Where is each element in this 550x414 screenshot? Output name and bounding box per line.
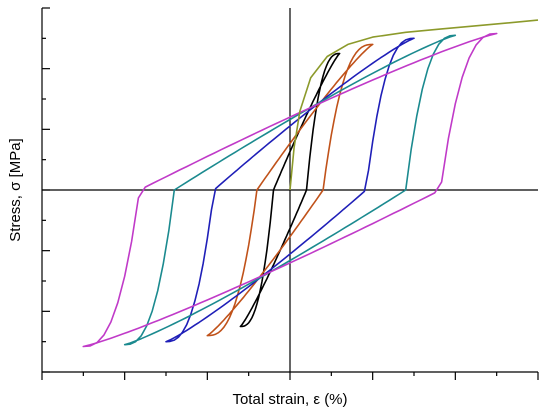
- data-curves: [82, 19, 539, 348]
- hysteresis-loop-1: [239, 52, 341, 328]
- x-axis-label: Total strain, ε (%): [232, 391, 347, 408]
- initial-loading-curve: [289, 19, 539, 191]
- hysteresis-loop-5: [82, 32, 498, 348]
- y-axis-label: Stress, σ [MPa]: [7, 138, 24, 241]
- hysteresis-loop-4: [123, 34, 457, 346]
- hysteresis-loop-2: [206, 43, 374, 337]
- hysteresis-loop-3: [165, 37, 415, 343]
- axis-ticks: [41, 7, 539, 380]
